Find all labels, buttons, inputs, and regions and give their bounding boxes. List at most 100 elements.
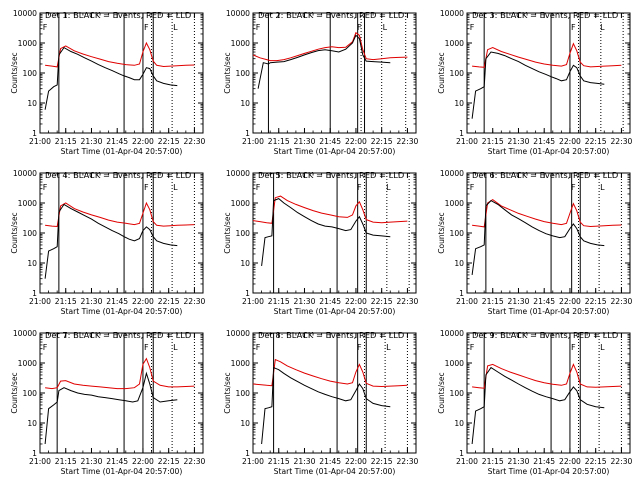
- interval-marker-label: L: [386, 343, 391, 352]
- x-axis-label: Start Time (01-Apr-04 20:57:00): [488, 147, 610, 156]
- interval-marker-label: F: [144, 23, 149, 32]
- x-tick-label: 21:15: [268, 457, 290, 466]
- y-tick-label: 10: [240, 419, 250, 428]
- x-tick-label: 22:30: [183, 137, 205, 146]
- plot-frame: [252, 332, 417, 454]
- x-tick-label: 22:00: [345, 457, 367, 466]
- x-tick-label: 21:30: [81, 137, 103, 146]
- interval-marker-label: F: [43, 343, 48, 352]
- y-tick-label: 1000: [445, 39, 464, 48]
- y-tick-label: 1: [459, 129, 464, 138]
- x-axis-label: Start Time (01-Apr-04 20:57:00): [61, 467, 183, 476]
- events-series-line: [257, 34, 391, 89]
- events-series-line: [471, 51, 605, 119]
- x-tick-label: 22:15: [585, 457, 607, 466]
- x-tick-label: 21:00: [29, 457, 51, 466]
- x-tick-label: 21:45: [319, 457, 341, 466]
- x-tick-label: 21:15: [268, 297, 290, 306]
- x-tick-label: 22:00: [559, 137, 581, 146]
- x-tick-label: 21:30: [508, 137, 530, 146]
- x-tick-label: 21:15: [55, 137, 77, 146]
- interval-marker-label: F: [256, 343, 261, 352]
- plot-frame: [466, 332, 631, 454]
- plot-frame: [39, 332, 204, 454]
- y-tick-label: 10000: [226, 329, 250, 338]
- plot-frame: [39, 12, 204, 134]
- y-tick-label: 10000: [226, 9, 250, 18]
- interval-marker-label: F: [144, 183, 149, 192]
- x-axis-label: Start Time (01-Apr-04 20:57:00): [274, 307, 396, 316]
- y-axis-label: Counts/sec: [437, 372, 446, 413]
- lld-series-line: [472, 198, 622, 228]
- x-tick-label: 22:30: [396, 137, 418, 146]
- plot-frame: [466, 172, 631, 294]
- panel-title: Det 8: BLACK = Events, RED = LLD: [258, 330, 404, 340]
- lld-series-line: [472, 363, 622, 389]
- y-tick-label: 10000: [13, 329, 37, 338]
- x-tick-label: 22:30: [183, 457, 205, 466]
- x-tick-label: 22:30: [396, 457, 418, 466]
- x-tick-label: 22:00: [559, 457, 581, 466]
- x-tick-label: 22:30: [610, 457, 632, 466]
- x-tick-label: 21:00: [456, 137, 478, 146]
- x-tick-label: 22:15: [371, 297, 393, 306]
- x-tick-label: 21:15: [482, 137, 504, 146]
- x-tick-label: 22:15: [158, 137, 180, 146]
- y-tick-label: 100: [450, 389, 465, 398]
- x-tick-label: 22:30: [396, 297, 418, 306]
- y-tick-label: 10000: [13, 169, 37, 178]
- x-tick-label: 22:30: [610, 137, 632, 146]
- interval-marker-label: F: [256, 183, 261, 192]
- x-axis-label: Start Time (01-Apr-04 20:57:00): [61, 307, 183, 316]
- y-axis-label: Counts/sec: [223, 212, 232, 253]
- chart-panel: Det 3: BLACK = Events, RED = LLD 1 10 100 10…: [437, 9, 633, 156]
- y-axis-label: Counts/sec: [223, 372, 232, 413]
- plot-frame: [252, 12, 417, 134]
- interval-marker-label: F: [357, 23, 362, 32]
- y-tick-label: 10: [27, 99, 37, 108]
- y-axis-label: Counts/sec: [10, 52, 19, 93]
- interval-marker-label: L: [600, 343, 605, 352]
- interval-marker-label: L: [383, 23, 388, 32]
- interval-marker-label: L: [173, 183, 178, 192]
- y-tick-label: 10: [454, 259, 464, 268]
- x-axis-label: Start Time (01-Apr-04 20:57:00): [61, 147, 183, 156]
- y-tick-label: 1: [32, 449, 37, 458]
- y-tick-label: 1: [32, 129, 37, 138]
- y-tick-label: 10: [27, 419, 37, 428]
- panel-title: Det 7: BLACK = Events, RED = LLD: [45, 330, 191, 340]
- x-tick-label: 22:00: [132, 457, 154, 466]
- x-axis-label: Start Time (01-Apr-04 20:57:00): [274, 147, 396, 156]
- x-tick-label: 21:00: [456, 297, 478, 306]
- interval-marker-label: L: [386, 183, 391, 192]
- events-series-line: [44, 203, 178, 279]
- events-series-line: [261, 366, 391, 445]
- x-tick-label: 21:30: [81, 297, 103, 306]
- x-tick-label: 22:00: [559, 297, 581, 306]
- y-tick-label: 10000: [226, 169, 250, 178]
- y-tick-label: 10: [240, 99, 250, 108]
- x-tick-label: 21:00: [29, 297, 51, 306]
- interval-marker-label: L: [600, 23, 605, 32]
- y-tick-label: 10000: [440, 169, 464, 178]
- lld-series-line: [252, 195, 408, 224]
- x-tick-label: 22:00: [132, 137, 154, 146]
- x-tick-label: 21:45: [106, 137, 128, 146]
- x-tick-label: 21:15: [268, 137, 290, 146]
- x-tick-label: 21:15: [482, 457, 504, 466]
- x-tick-label: 21:30: [508, 457, 530, 466]
- x-axis-label: Start Time (01-Apr-04 20:57:00): [274, 467, 396, 476]
- y-tick-label: 1000: [18, 39, 37, 48]
- y-tick-label: 10000: [440, 329, 464, 338]
- x-tick-label: 21:30: [294, 457, 316, 466]
- interval-marker-label: L: [173, 343, 178, 352]
- x-tick-label: 21:45: [533, 297, 555, 306]
- y-axis-label: Counts/sec: [437, 212, 446, 253]
- x-tick-label: 22:00: [345, 137, 367, 146]
- x-tick-label: 22:00: [345, 297, 367, 306]
- y-tick-label: 1000: [18, 359, 37, 368]
- lld-series-line: [252, 358, 408, 388]
- y-tick-label: 100: [23, 69, 38, 78]
